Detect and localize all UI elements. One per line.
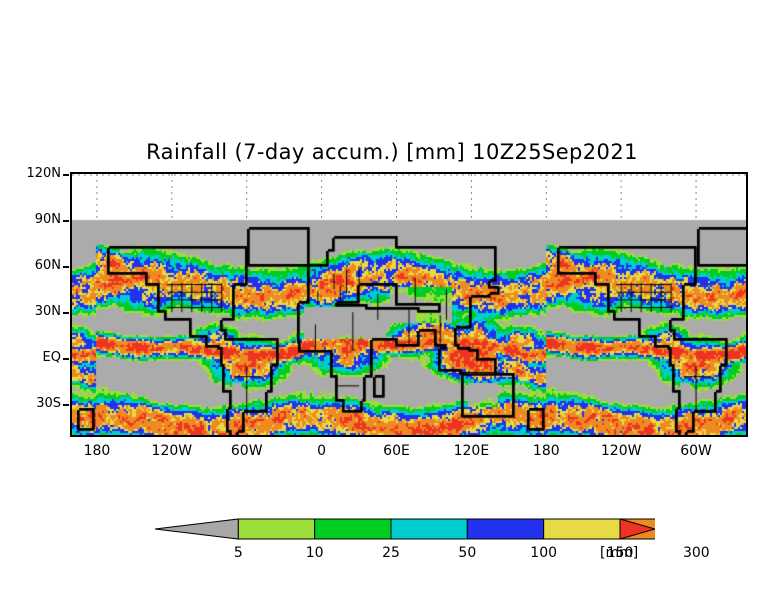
colorbar-tick-label: 25 [382,545,400,561]
colorbar-segment [466,518,545,540]
colorbar-segment [543,518,621,540]
y-tick-label: 60N [34,258,61,274]
x-tick-label: 0 [317,443,327,459]
x-tick-label: 60E [383,443,410,459]
x-tick-label: 60W [230,443,263,459]
colorbar-tick-label: 100 [530,545,558,561]
colorbar-extend-high [619,518,655,540]
colorbar-tick-label: 10 [305,545,324,561]
y-tick-mark [63,174,69,176]
x-tick-label: 180 [83,443,111,459]
rainfall-raster [72,174,746,435]
y-tick-label: 30N [34,304,61,320]
y-tick-mark [63,312,69,315]
colorbar-tick-label: 300 [682,545,710,561]
colorbar-extend-low [155,518,239,540]
x-tick-label: 180 [532,443,560,459]
colorbar-tick-label: 5 [233,545,243,561]
y-tick-label: EQ [42,350,61,366]
colorbar-tick-label: 150 [606,545,634,561]
colorbar-segment [237,518,316,540]
x-tick-label: 120E [453,443,490,459]
y-tick-mark [63,220,69,223]
colorbar-segment [314,518,392,540]
page-title: Rainfall (7-day accum.) [mm] 10Z25Sep202… [146,140,638,164]
x-tick-label: 60W [680,443,712,459]
y-tick-label: 90N [34,212,61,228]
x-tick-label: 120W [600,443,642,459]
colorbar-units-label: [mm] [600,545,639,561]
colorbar: 5 10 25 50 100 150 300 [mm] [155,515,710,570]
x-tick-label: 120W [151,443,193,459]
y-tick-mark [63,404,69,407]
y-tick-mark [63,358,69,361]
y-tick-label: 120N [26,166,61,181]
colorbar-segment [390,518,468,540]
y-tick-label: 30S [36,396,61,412]
colorbar-tick-label: 50 [458,545,477,561]
colorbar-swatches [155,518,655,540]
map-plot-area [70,172,748,437]
y-tick-mark [63,266,69,269]
